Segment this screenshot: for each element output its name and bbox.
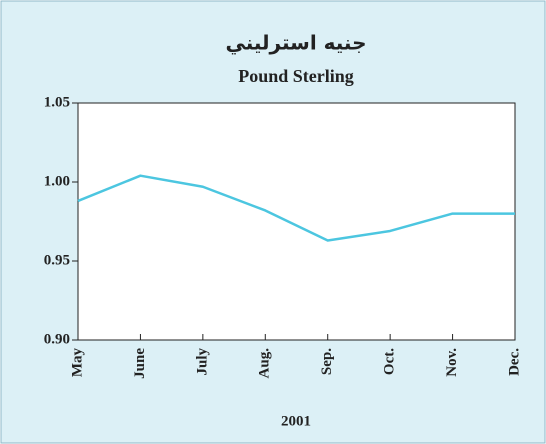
x-tick-label: Sep. (319, 348, 335, 375)
x-tick-label: May (69, 348, 85, 378)
y-tick-label: 0.90 (44, 331, 70, 347)
x-axis-label: 2001 (281, 413, 311, 429)
x-tick-label: Nov. (444, 348, 460, 377)
x-tick-label: Dec. (506, 348, 522, 376)
x-tick-label: June (132, 348, 148, 379)
chart-title: جنيه استرليني (225, 31, 366, 56)
y-tick-label: 1.00 (44, 173, 70, 189)
x-tick-label: Aug. (257, 348, 273, 379)
x-tick-label: Oct. (382, 348, 398, 375)
x-tick-label: July (194, 348, 210, 376)
y-tick-label: 1.05 (44, 94, 70, 110)
plot-area (77, 102, 516, 341)
data-line (77, 174, 515, 242)
chart-subtitle: Pound Sterling (238, 66, 354, 86)
y-tick-label: 0.95 (44, 252, 70, 268)
